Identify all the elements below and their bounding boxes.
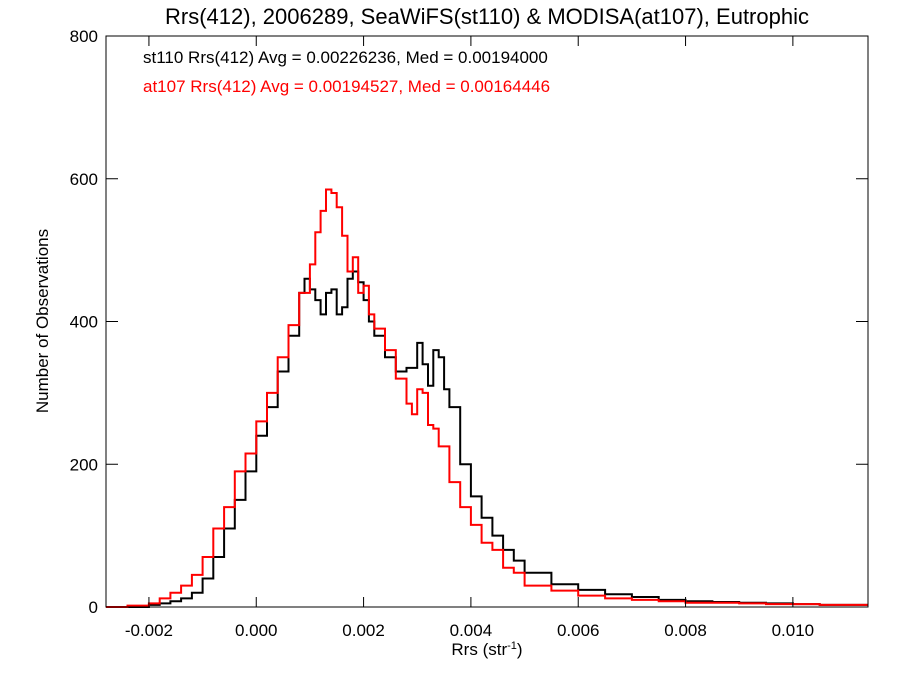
y-axis: 0 200 400 600 800 <box>70 27 868 617</box>
x-axis-title-close: ) <box>517 640 523 659</box>
x-tick-label: 0.010 <box>772 621 815 640</box>
x-tick-label: 0.002 <box>342 621 385 640</box>
y-tick-label: 800 <box>70 27 98 46</box>
legend-entry-st110: st110 Rrs(412) Avg = 0.00226236, Med = 0… <box>143 48 548 67</box>
x-tick-label: 0.004 <box>450 621 493 640</box>
series-line-0 <box>106 270 868 608</box>
x-axis: -0.002 0.000 0.002 0.004 0.006 0.008 0.010 <box>125 36 814 640</box>
legend-entry-at107: at107 Rrs(412) Avg = 0.00194527, Med = 0… <box>143 77 550 96</box>
x-axis-title-main: Rrs (str <box>451 640 507 659</box>
x-axis-title: Rrs (str-1) <box>451 640 522 659</box>
y-tick-label: 400 <box>70 313 98 332</box>
series-line-1 <box>106 188 868 608</box>
series-layer <box>106 188 868 608</box>
plot-frame <box>105 35 869 608</box>
x-tick-label: 0.008 <box>664 621 707 640</box>
y-tick-label: 0 <box>89 598 98 617</box>
x-tick-label: -0.002 <box>125 621 173 640</box>
x-axis-title-superscript: -1 <box>507 640 517 652</box>
y-tick-label: 200 <box>70 455 98 474</box>
x-tick-label: 0.006 <box>557 621 600 640</box>
y-tick-label: 600 <box>70 170 98 189</box>
y-axis-title: Number of Observations <box>33 229 52 413</box>
chart-title: Rrs(412), 2006289, SeaWiFS(st110) & MODI… <box>165 4 809 29</box>
x-tick-label: 0.000 <box>235 621 278 640</box>
